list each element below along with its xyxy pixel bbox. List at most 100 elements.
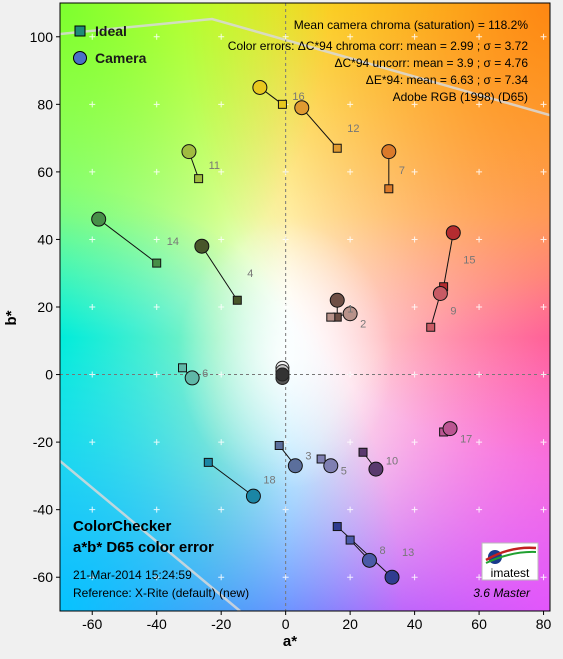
imatest-logo: imatest (481, 542, 539, 581)
patch-label-14: 14 (167, 236, 179, 248)
camera-point-1 (329, 292, 345, 308)
grid-cross (89, 304, 96, 310)
grid-cross (540, 33, 547, 40)
ideal-point-6 (178, 363, 187, 373)
grid-cross (476, 574, 483, 581)
camera-point-7 (381, 144, 397, 160)
info-line-3: ΔC*94 uncorr: mean = 3.9 ; σ = 4.76 (334, 56, 528, 70)
ideal-point-7 (384, 184, 394, 194)
y-tick-label: 100 (30, 29, 54, 45)
grid-cross (218, 101, 225, 108)
grid-cross (153, 574, 160, 581)
camera-point-14 (91, 211, 107, 227)
patch-label-4: 4 (247, 268, 253, 280)
camera-point-8 (361, 552, 377, 568)
grid-cross (89, 33, 96, 40)
error-line-14 (98, 218, 158, 264)
caption-subtitle: a*b* D65 color error (73, 539, 214, 556)
ideal-point-18 (203, 457, 213, 467)
grid-cross (411, 506, 418, 513)
grid-cross (282, 574, 289, 581)
legend-ideal-label: Ideal (95, 23, 127, 39)
grid-cross (282, 168, 289, 175)
grid-cross (218, 506, 225, 513)
grid-cross (218, 371, 225, 378)
ideal-point-13 (332, 522, 342, 532)
ideal-point-9 (426, 322, 436, 332)
grid-cross (347, 168, 354, 175)
x-tick-label: 80 (536, 616, 552, 632)
y-axis-ticks: -60 -40 -20 0 20 40 60 80 100 (30, 29, 60, 585)
patch-label-9: 9 (450, 305, 456, 317)
grid-cross (153, 439, 160, 446)
patch-label-10: 10 (386, 456, 398, 468)
grid-cross (540, 371, 547, 378)
ideal-point-11 (194, 174, 204, 184)
grid-cross (411, 236, 418, 243)
y-axis-title: b* (3, 310, 20, 325)
version-label: 3.6 Master (473, 586, 531, 600)
grid-cross (218, 439, 225, 446)
grid-cross (347, 236, 354, 243)
grid-cross (347, 371, 354, 378)
grid-cross (476, 236, 483, 243)
ideal-markers (152, 99, 449, 545)
y-tick-label: -20 (33, 434, 53, 450)
grid-cross (153, 101, 160, 108)
ideal-point-3 (274, 440, 284, 450)
x-tick-label: -60 (82, 616, 102, 632)
legend-camera-swatch (73, 51, 87, 65)
error-line-13 (336, 526, 393, 578)
error-line-12 (301, 107, 338, 149)
grid-cross (347, 506, 354, 513)
logo-swoosh-icon (485, 546, 537, 562)
patch-label-3: 3 (305, 451, 311, 463)
patch-label-1: 1 (347, 304, 353, 316)
patch-label-6: 6 (202, 368, 208, 380)
ideal-point-12 (332, 143, 342, 153)
grid-cross (411, 439, 418, 446)
grid-cross (218, 33, 225, 40)
grid-cross (411, 304, 418, 310)
patch-label-11: 11 (209, 160, 220, 172)
error-line-4 (201, 245, 238, 301)
legend: Ideal Camera (73, 23, 147, 66)
y-tick-label: 0 (45, 367, 53, 383)
patch-label-15: 15 (463, 255, 475, 267)
y-tick-label: 40 (37, 231, 53, 247)
camera-point-16 (252, 79, 268, 95)
info-line-2: Color errors: ΔC*94 chroma corr: mean = … (228, 39, 529, 53)
camera-point-15 (445, 225, 461, 241)
ideal-point-4 (232, 295, 242, 305)
chart-caption: ColorChecker a*b* D65 color error 21-Mar… (73, 518, 249, 600)
grid-cross (218, 574, 225, 581)
patch-label-7: 7 (399, 165, 405, 177)
grid-cross (347, 574, 354, 581)
camera-point-10 (368, 461, 384, 477)
grid-cross (476, 101, 483, 108)
grid-cross (476, 168, 483, 175)
legend-ideal-swatch (74, 25, 86, 37)
grid-cross (153, 33, 160, 40)
logo-swoosh-green-icon (485, 550, 537, 564)
patch-label-12: 12 (347, 123, 359, 135)
x-axis-ticks: -60 -40 -20 0 20 40 60 80 (82, 611, 552, 632)
camera-point-11 (181, 144, 197, 160)
grid-cross (282, 236, 289, 243)
grid-cross (411, 33, 418, 40)
grid-cross (89, 101, 96, 108)
grid-cross (411, 371, 418, 378)
grid-cross (153, 371, 160, 378)
grid-cross (282, 33, 289, 40)
grid-cross (411, 574, 418, 581)
patch-label-17: 17 (460, 433, 472, 445)
error-line-18 (207, 461, 254, 497)
camera-point-13 (384, 569, 400, 585)
ideal-point-8 (345, 535, 355, 545)
y-tick-label: -40 (33, 502, 53, 518)
patch-label-2: 2 (360, 318, 366, 330)
x-tick-label: 60 (471, 616, 487, 632)
patch-label-13: 13 (402, 547, 414, 559)
